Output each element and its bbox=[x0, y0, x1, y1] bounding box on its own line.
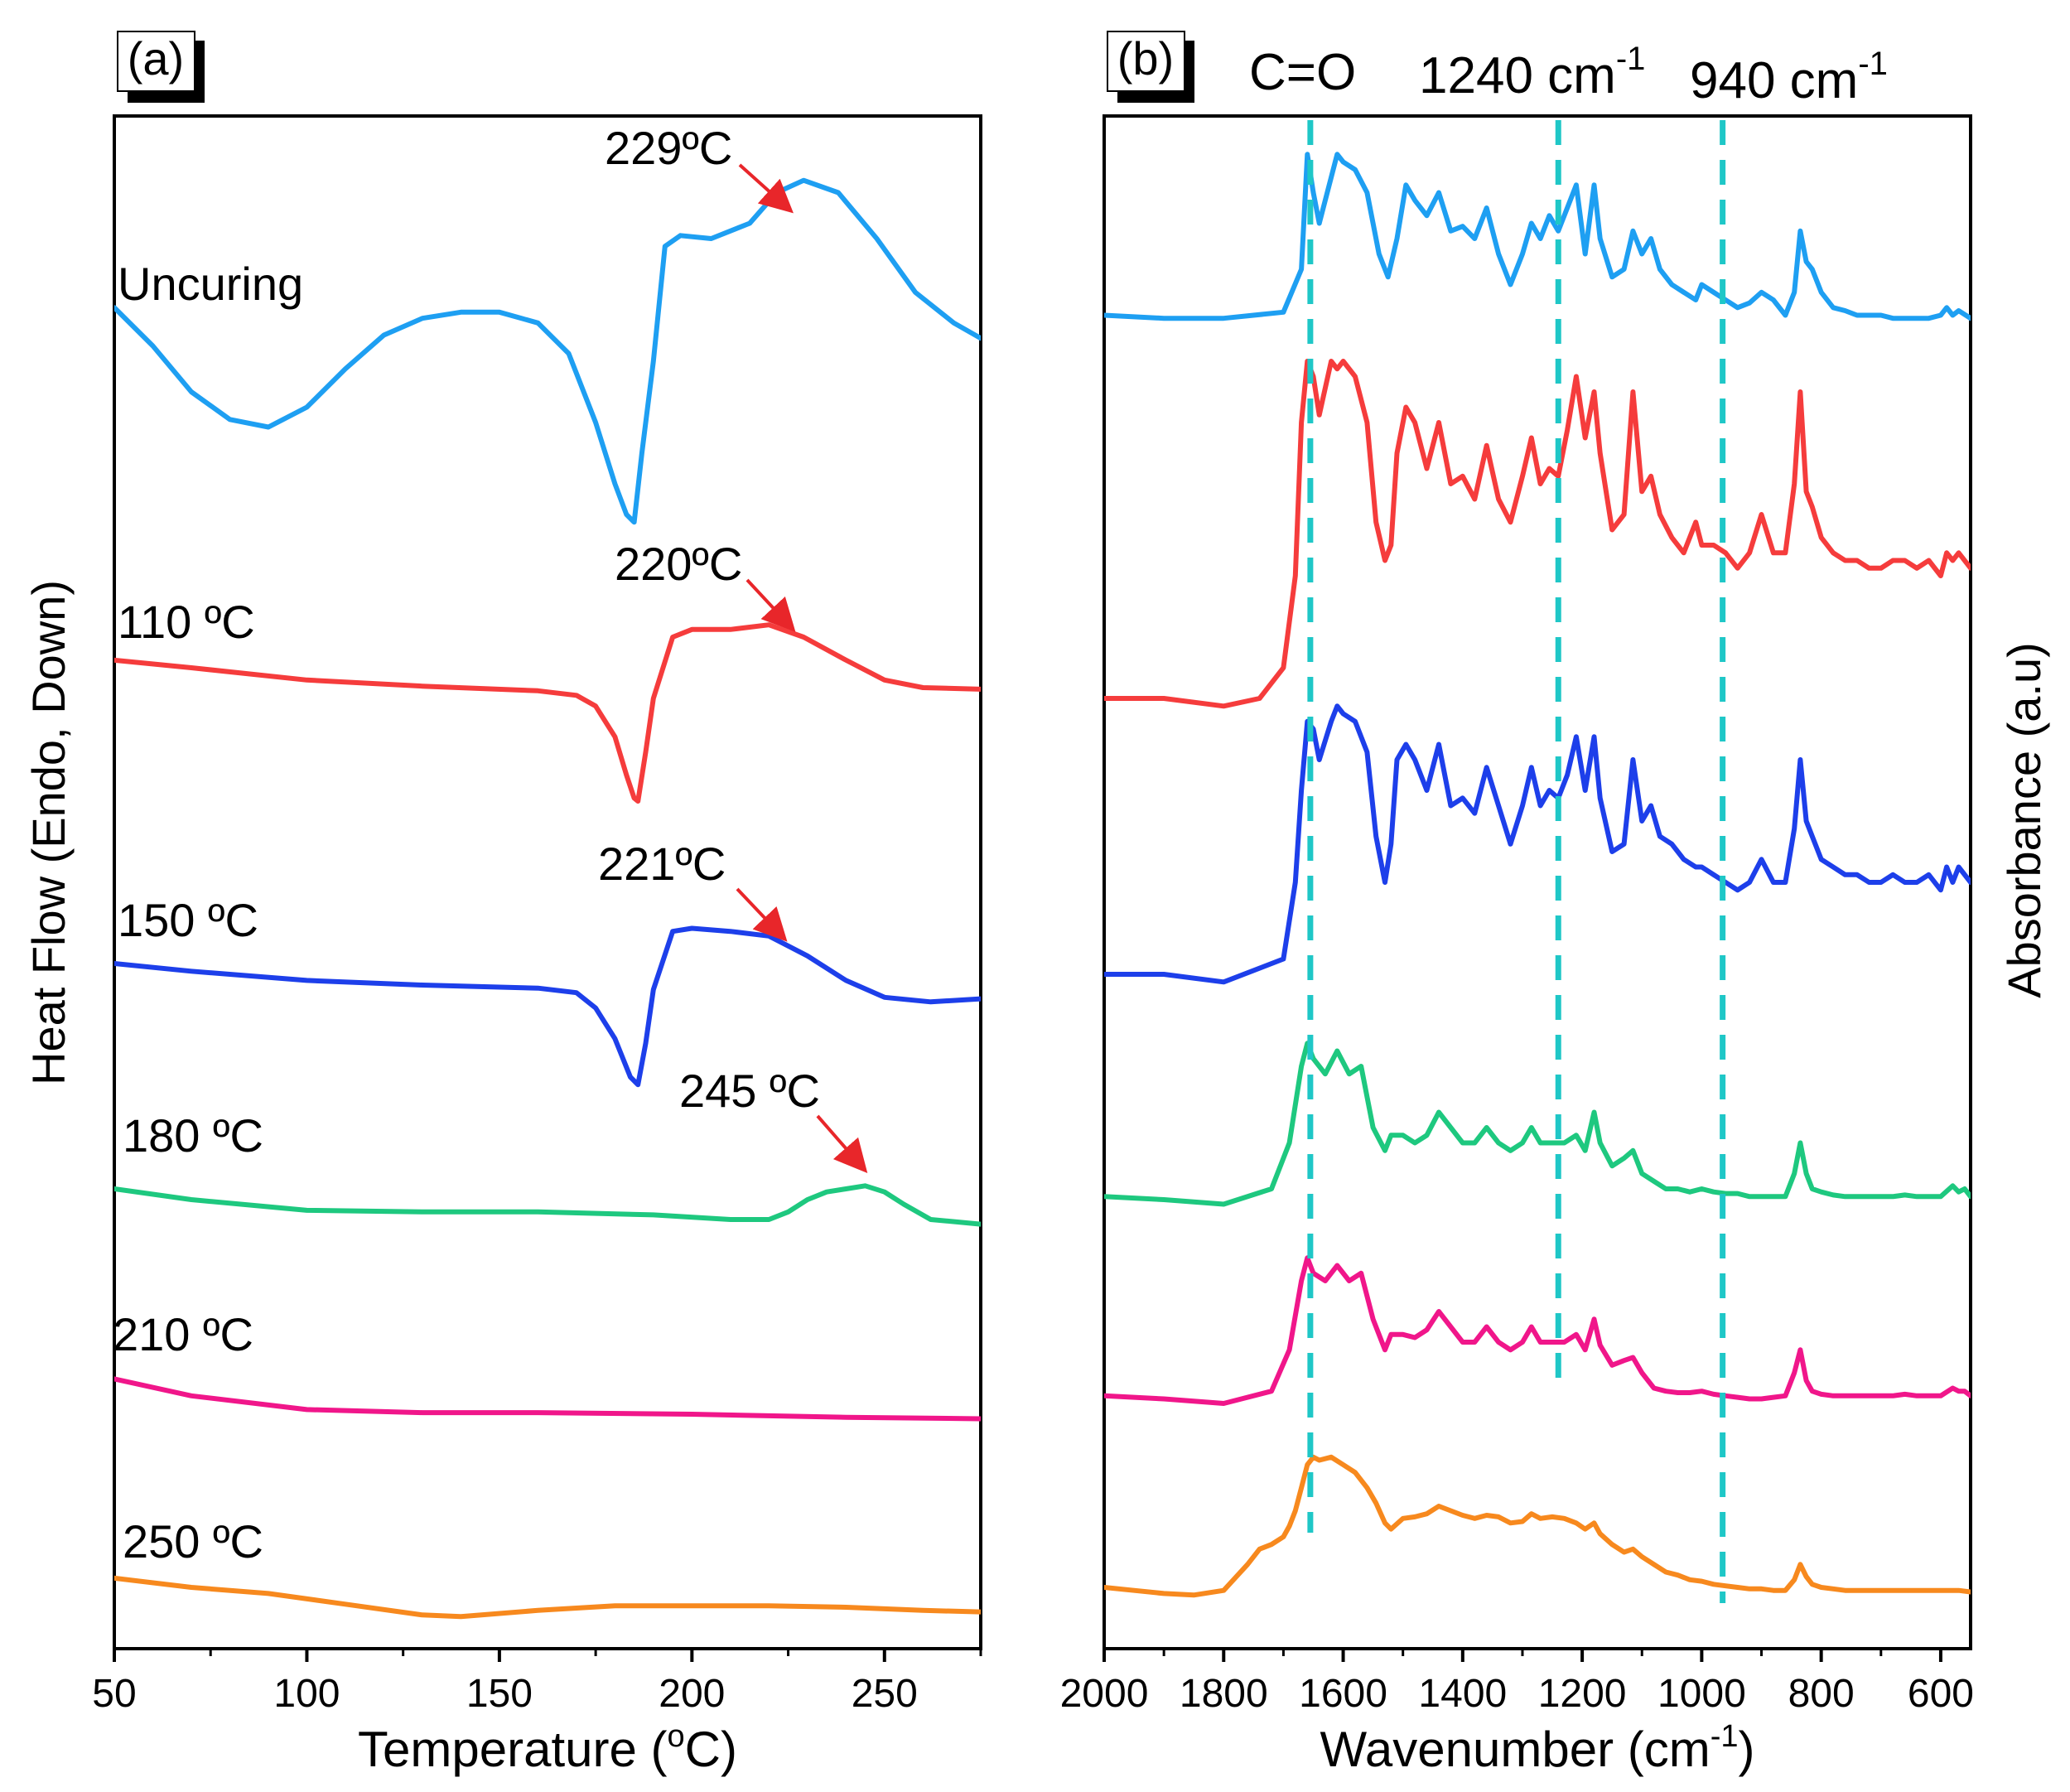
panel-b-x-ticks: 2000 1800 1600 1400 1200 1000 800 600 bbox=[1060, 1649, 1974, 1716]
panel-b-x-label: Wavenumber (cm-1) bbox=[1320, 1719, 1755, 1777]
panel-a-tag: (a) bbox=[128, 32, 184, 85]
dsc-series-4 bbox=[114, 1376, 981, 1422]
band-label-co: C=O bbox=[1249, 44, 1356, 101]
ftir-x-tick-label: 1600 bbox=[1299, 1672, 1387, 1716]
annotation-245: 245 ºC bbox=[679, 1065, 820, 1117]
annotation-220-arrow bbox=[745, 578, 796, 632]
ftir-series-4 bbox=[1104, 1255, 1971, 1406]
panel-b-tag: (b) bbox=[1117, 32, 1174, 85]
ftir-x-tick-label: 2000 bbox=[1060, 1672, 1149, 1716]
(b)-plot-area bbox=[1104, 152, 1971, 1598]
ftir-series-2 bbox=[1104, 703, 1971, 985]
ftir-x-tick-label: 1000 bbox=[1657, 1672, 1746, 1716]
annotation-221-arrow bbox=[736, 887, 788, 942]
curve-label-uncuring: Uncuring bbox=[118, 258, 303, 310]
dsc-x-tick-label: 250 bbox=[852, 1672, 918, 1716]
dsc-x-tick-label: 150 bbox=[466, 1672, 533, 1716]
panel-a-tag-box bbox=[117, 31, 195, 92]
annotation-221: 221ºC bbox=[598, 838, 726, 890]
ftir-x-tick-label: 1800 bbox=[1180, 1672, 1268, 1716]
(a)-plot-area bbox=[114, 177, 981, 1620]
dsc-series-0 bbox=[114, 177, 981, 525]
panel-b-y-label: Absorbance (a.u) bbox=[1998, 642, 2050, 998]
dsc-series-2 bbox=[114, 925, 981, 1088]
ftir-x-tick-label: 600 bbox=[1908, 1672, 1974, 1716]
curve-label-110: 110 ºC bbox=[118, 596, 255, 648]
panel-a-y-label: Heat Flow (Endo, Down) bbox=[22, 580, 75, 1085]
ftir-series-1 bbox=[1104, 359, 1971, 709]
band-label-1240: 1240 cm-1 bbox=[1419, 41, 1645, 104]
annotation-229: 229ºC bbox=[605, 122, 732, 174]
curve-label-180: 180 ºC bbox=[123, 1109, 263, 1162]
dsc-x-tick-label: 50 bbox=[92, 1672, 136, 1716]
dsc-series-5 bbox=[114, 1575, 981, 1620]
ftir-x-tick-label: 800 bbox=[1788, 1672, 1855, 1716]
ftir-x-tick-label: 1400 bbox=[1418, 1672, 1507, 1716]
panel-b-frame bbox=[1103, 114, 1972, 1650]
ftir-series-5 bbox=[1104, 1454, 1971, 1598]
annotation-229-arrow bbox=[738, 163, 794, 214]
panel-b: (b) C=O 1240 cm-1 940 cm-1 2000 1800 1600 1… bbox=[1060, 31, 2050, 1777]
ftir-x-tick-label: 1200 bbox=[1538, 1672, 1627, 1716]
panel-a-x-label: Temperature (oC) bbox=[358, 1719, 737, 1777]
panel-b-tag-box bbox=[1107, 31, 1185, 92]
curve-label-150: 150 ºC bbox=[118, 894, 258, 946]
dsc-series-3 bbox=[114, 1183, 981, 1227]
band-label-940: 940 cm-1 bbox=[1690, 46, 1888, 109]
dsc-x-tick-label: 100 bbox=[273, 1672, 340, 1716]
curve-label-250: 250 ºC bbox=[123, 1515, 263, 1567]
annotation-220: 220ºC bbox=[615, 538, 742, 590]
ftir-series-3 bbox=[1104, 1041, 1971, 1207]
ftir-series-0 bbox=[1104, 152, 1971, 321]
panel-b-reference-lines bbox=[1307, 120, 1726, 1603]
panel-a-frame bbox=[113, 114, 982, 1650]
annotation-245-arrow bbox=[816, 1114, 868, 1174]
panel-a: (a) 50 100 150 200 250 Temperature (oC) Heat… bbox=[22, 31, 982, 1777]
curve-label-210: 210 ºC bbox=[113, 1308, 253, 1360]
dsc-x-tick-label: 200 bbox=[659, 1672, 725, 1716]
panel-a-x-ticks: 50 100 150 200 250 bbox=[92, 1649, 982, 1716]
dsc-series-1 bbox=[114, 622, 981, 804]
